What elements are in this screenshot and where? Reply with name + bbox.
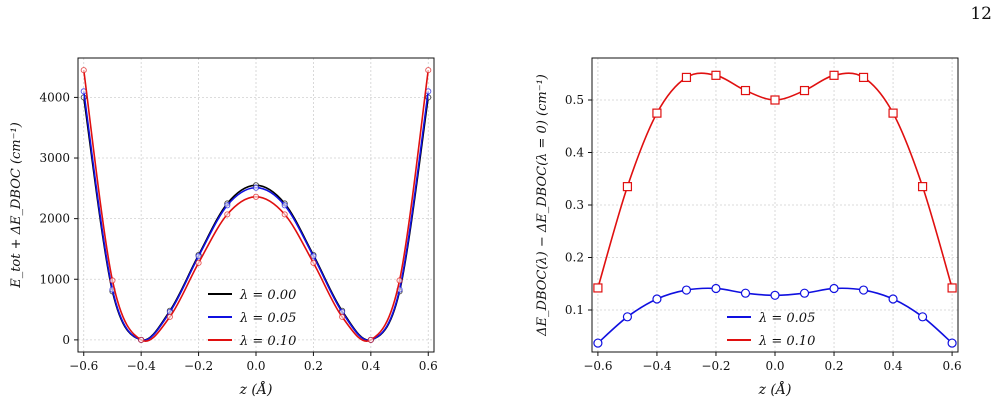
- legend-label: λ = 0.10: [239, 334, 296, 349]
- data-point: [622, 312, 633, 322]
- data-point: [888, 294, 898, 304]
- x-tick-label: −0.6: [583, 359, 612, 373]
- data-point: [917, 182, 928, 192]
- data-point: [425, 67, 432, 74]
- data-point: [711, 283, 721, 294]
- x-tick-label: −0.4: [642, 359, 672, 373]
- legend-label: λ = 0.00: [239, 288, 296, 303]
- data-point: [281, 202, 288, 209]
- left-chart: −0.6 −0.4 −0.2 0.0 0.2 0.4 0.6 0 1000 2000 3000 400…: [9, 57, 438, 398]
- x-tick-label: −0.2: [701, 359, 730, 373]
- data-point: [799, 288, 810, 298]
- x-tick-label: 0.0: [765, 359, 784, 373]
- y-tick-label: 0.3: [565, 198, 584, 212]
- data-point: [252, 184, 260, 191]
- legend-label: λ = 0.10: [758, 334, 815, 349]
- y-tick-label: 0.5: [565, 93, 584, 107]
- y-tick-label: 0.4: [565, 146, 584, 160]
- y-tick-label: 1000: [39, 272, 70, 286]
- legend-label: λ = 0.05: [239, 311, 296, 326]
- data-point: [770, 95, 780, 105]
- data-point: [799, 85, 810, 96]
- data-point: [281, 211, 288, 218]
- x-tick-label: −0.6: [69, 359, 98, 373]
- x-axis-label: z (Å): [239, 380, 273, 398]
- data-point: [80, 67, 87, 74]
- data-point: [711, 70, 721, 80]
- data-point: [593, 338, 603, 348]
- x-tick-label: 0.6: [419, 359, 438, 373]
- x-tick-label: −0.2: [184, 359, 213, 373]
- x-tick-label: 0.0: [246, 359, 265, 373]
- data-point: [681, 72, 692, 83]
- data-point: [652, 108, 662, 118]
- y-tick-label: 3000: [39, 151, 70, 165]
- data-point: [195, 259, 202, 266]
- data-point: [195, 253, 202, 260]
- data-point: [252, 193, 260, 200]
- y-axis-label: ΔE_DBOC(λ) − ΔE_DBOC(λ = 0) (cm⁻¹): [535, 74, 550, 337]
- x-axis-label: z (Å): [758, 380, 792, 398]
- data-point: [829, 70, 839, 80]
- data-point: [622, 182, 633, 192]
- data-point: [770, 290, 780, 300]
- data-point: [310, 259, 317, 266]
- data-point: [396, 277, 403, 284]
- data-point: [224, 202, 231, 209]
- x-tick-label: 0.2: [824, 359, 843, 373]
- data-point: [917, 312, 928, 322]
- x-tick-label: 0.6: [943, 359, 962, 373]
- data-point: [138, 336, 145, 343]
- data-point: [947, 338, 957, 348]
- data-point: [947, 283, 957, 293]
- data-point: [681, 285, 692, 295]
- page-number: 12: [970, 4, 992, 24]
- x-tick-label: −0.4: [127, 359, 157, 373]
- y-tick-label: 4000: [39, 90, 70, 104]
- x-tick-label: 0.4: [361, 359, 380, 373]
- y-tick-label: 0: [62, 333, 70, 347]
- data-point: [339, 313, 346, 320]
- data-point: [310, 253, 317, 260]
- data-point: [858, 285, 869, 295]
- data-point: [593, 283, 603, 293]
- data-point: [109, 277, 116, 284]
- data-point: [858, 72, 869, 83]
- y-tick-label: 0.2: [565, 251, 584, 265]
- y-tick-label: 2000: [39, 212, 70, 226]
- data-point: [740, 288, 751, 298]
- data-point: [829, 283, 839, 294]
- y-axis-label: E_tot + ΔE_DBOC (cm⁻¹): [9, 122, 24, 289]
- right-chart: −0.6 −0.4 −0.2 0.0 0.2 0.4 0.6 0.1 0.2 0.3 0.4 0.5 z…: [535, 57, 962, 398]
- x-tick-label: 0.4: [884, 359, 903, 373]
- data-point: [166, 313, 173, 320]
- data-point: [367, 336, 374, 343]
- data-point: [888, 108, 898, 118]
- data-point: [652, 294, 662, 304]
- y-tick-label: 0.1: [565, 303, 584, 317]
- legend-label: λ = 0.05: [758, 311, 815, 326]
- data-point: [740, 85, 751, 96]
- data-point: [224, 211, 231, 218]
- x-tick-label: 0.2: [304, 359, 323, 373]
